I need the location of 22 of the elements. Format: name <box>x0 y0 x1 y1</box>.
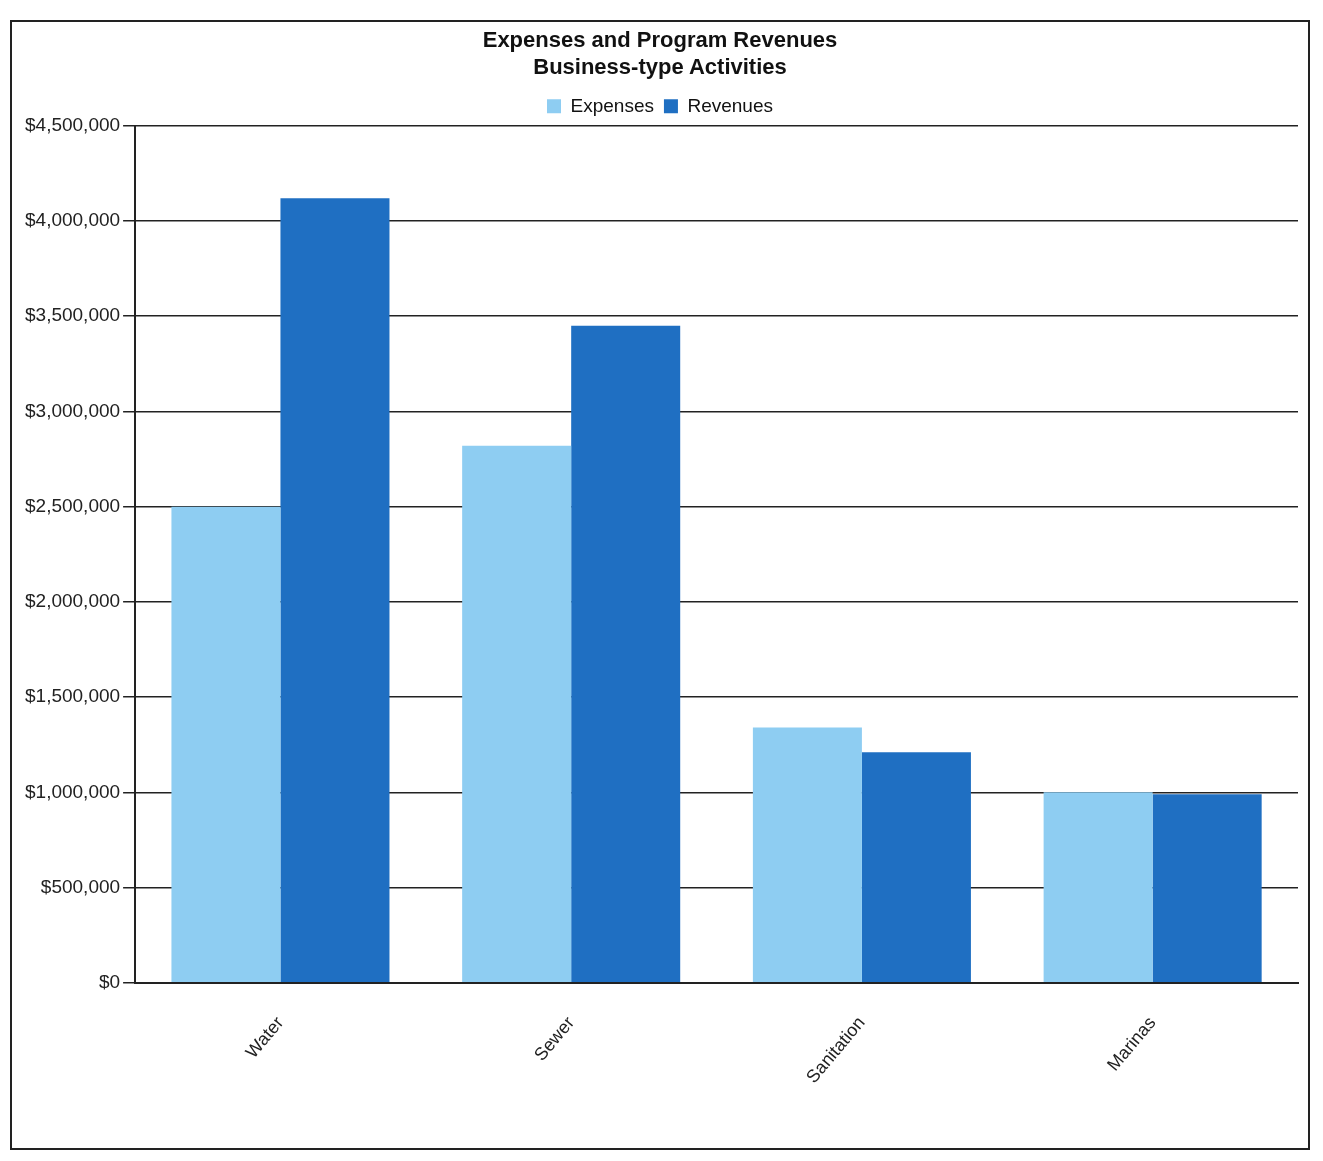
y-tick-label: $4,500,000 <box>25 114 121 136</box>
legend-label: Expenses <box>570 94 654 116</box>
y-tick-label: $3,000,000 <box>25 399 121 421</box>
y-tick-label: $1,000,000 <box>25 780 121 802</box>
text: Business-type Activities <box>533 53 787 79</box>
bar <box>171 506 281 983</box>
y-tick-label: $2,500,000 <box>25 494 121 516</box>
bar <box>571 325 681 983</box>
bar <box>861 752 971 983</box>
y-tick-label: $4,000,000 <box>25 209 121 231</box>
bar <box>752 727 862 983</box>
legend-label: Revenues <box>687 94 773 116</box>
bar <box>1043 792 1153 983</box>
y-tick-label: $1,500,000 <box>25 685 121 707</box>
bar <box>1152 794 1262 983</box>
y-tick-label: $500,000 <box>40 875 121 897</box>
y-tick-label: $3,500,000 <box>25 304 121 326</box>
y-tick-label: $2,000,000 <box>25 590 121 612</box>
bar <box>280 198 390 983</box>
bar <box>462 445 572 983</box>
text: Expenses and Program Revenues <box>482 27 838 53</box>
y-tick-label: $0 <box>98 971 121 993</box>
